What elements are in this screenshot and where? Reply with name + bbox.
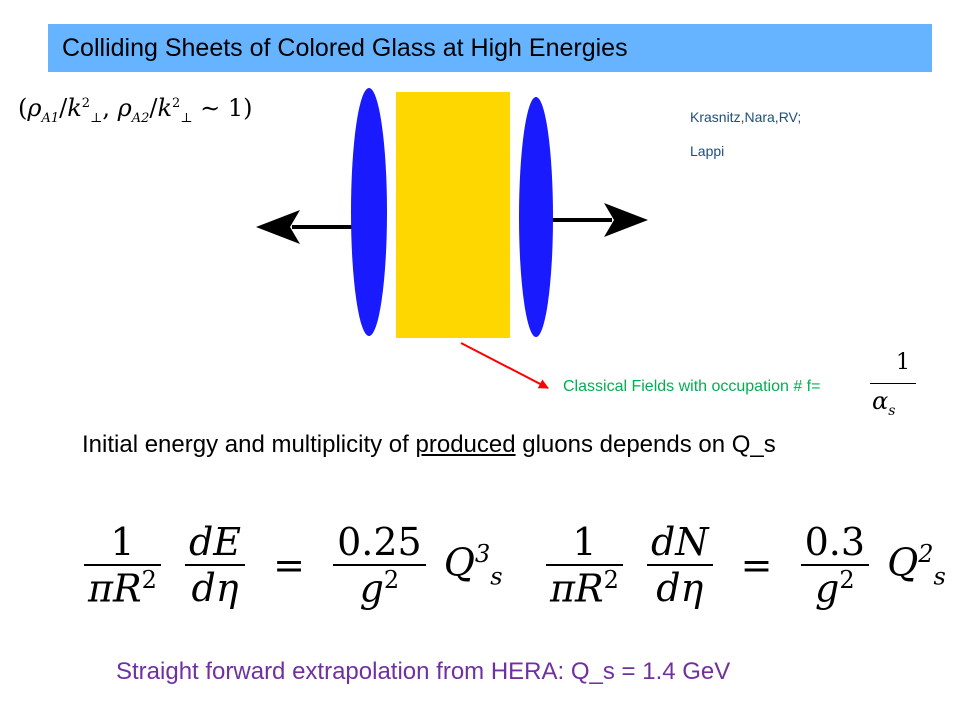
pointer-arrow bbox=[460, 342, 549, 389]
fraction-bar bbox=[870, 383, 916, 384]
title-bar: Colliding Sheets of Colored Glass at Hig… bbox=[48, 24, 932, 72]
saturation-condition: (ρA1/k2⊥, ρA2/k2⊥ ∼ 1) bbox=[18, 94, 253, 126]
multiplicity-formula: 1 πR2 dN dη = 0.3 g2 Q2s bbox=[540, 520, 946, 611]
left-sheet bbox=[351, 88, 387, 336]
occupation-denominator: αs bbox=[872, 387, 896, 419]
underlined-word: produced bbox=[415, 431, 516, 458]
credits: Krasnitz,Nara,RV; Lappi bbox=[690, 100, 801, 168]
left-arrowhead bbox=[256, 210, 300, 244]
credit-line: Krasnitz,Nara,RV; bbox=[690, 109, 802, 125]
footer-note: Straight forward extrapolation from HERA… bbox=[116, 658, 731, 685]
body-text: Initial energy and multiplicity of produ… bbox=[82, 431, 776, 458]
energy-formula: 1 πR2 dE dη = 0.25 g2 Q3s bbox=[78, 520, 503, 611]
right-arrowhead bbox=[604, 203, 648, 237]
occupation-fraction: 1 αs bbox=[866, 350, 922, 425]
occupation-numerator: 1 bbox=[896, 350, 910, 375]
classical-fields-label: Classical Fields with occupation # f= bbox=[563, 378, 821, 395]
slide-title: Colliding Sheets of Colored Glass at Hig… bbox=[62, 34, 628, 62]
right-sheet bbox=[519, 97, 553, 337]
glass-region bbox=[396, 92, 510, 338]
credit-line: Lappi bbox=[690, 143, 725, 159]
